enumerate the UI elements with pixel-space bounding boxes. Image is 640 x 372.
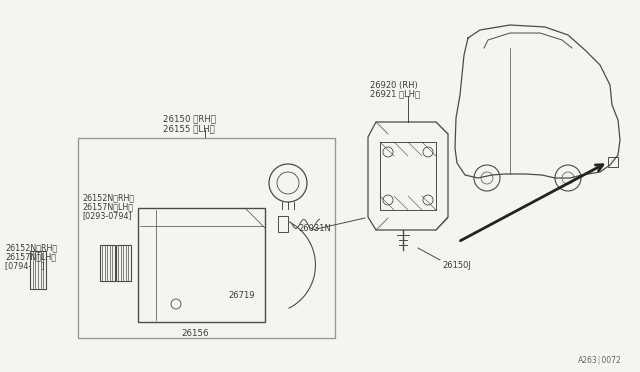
Text: 26031N: 26031N bbox=[298, 224, 331, 232]
Text: 26157N〈LH〉: 26157N〈LH〉 bbox=[82, 202, 133, 212]
Text: A263┆0072: A263┆0072 bbox=[578, 356, 621, 365]
Text: 26719: 26719 bbox=[228, 291, 255, 299]
Text: 26921 〈LH〉: 26921 〈LH〉 bbox=[370, 90, 420, 99]
Text: 26150 〈RH〉: 26150 〈RH〉 bbox=[163, 115, 216, 124]
Text: 26155 〈LH〉: 26155 〈LH〉 bbox=[163, 125, 215, 134]
Text: 26157N〈LH〉: 26157N〈LH〉 bbox=[5, 253, 56, 262]
Text: [0293-0794]: [0293-0794] bbox=[82, 212, 132, 221]
Text: 26156: 26156 bbox=[181, 328, 209, 337]
Text: 26152N〈RH〉: 26152N〈RH〉 bbox=[82, 193, 134, 202]
Text: 26152N〈RH〉: 26152N〈RH〉 bbox=[5, 244, 57, 253]
Text: [0794-    ]: [0794- ] bbox=[5, 262, 45, 270]
Text: 26920 (RH): 26920 (RH) bbox=[370, 80, 418, 90]
Text: 26150J: 26150J bbox=[442, 260, 471, 269]
